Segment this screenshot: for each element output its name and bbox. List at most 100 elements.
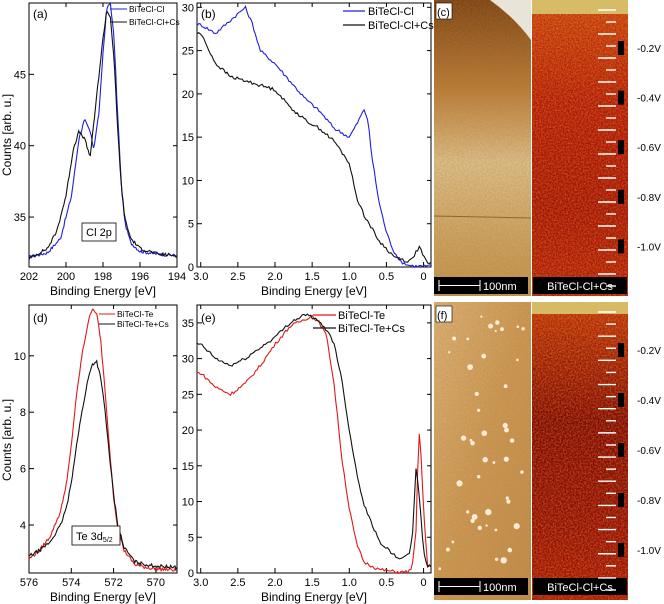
- bias-label: -1.0V: [637, 242, 661, 253]
- legend-d-entry-2: BiTeCl-Te+Cs: [117, 319, 169, 329]
- panel-d-legend: BiTeCl-Te BiTeCl-Te+Cs: [99, 309, 169, 329]
- panel-a-lines: [28, 2, 178, 260]
- cluster-dot: [492, 461, 496, 464]
- panel-c-scalebar-box: [434, 277, 528, 294]
- panel-c-bias-scale: -0.2V -0.4V -0.6V -0.8V -1.0V: [598, 9, 661, 287]
- panel-a-xtick-label: 196: [131, 271, 149, 283]
- panel-f-label-box: [435, 305, 453, 323]
- cluster-dot: [500, 557, 507, 564]
- panel-b-xtick-label: 3.0: [193, 271, 208, 283]
- panel-e-ytick-label: 10: [182, 497, 194, 509]
- cluster-dot: [477, 408, 481, 412]
- panel-b-ytick-label: 25: [182, 46, 194, 58]
- panel-a-ytick-label: 35: [14, 212, 26, 224]
- panel-e-ytick-label: 5: [188, 532, 194, 544]
- panel-a-ylabel: Counts [arb. u.]: [0, 94, 14, 176]
- panel-f-bias-scale: -0.2V -0.4V -0.6V -0.8V -1.0V: [598, 311, 661, 591]
- bias-marker: [618, 393, 624, 407]
- cluster-dot: [485, 508, 492, 516]
- cluster-dot: [451, 540, 455, 544]
- panel-b-ticks: 3.0 2.5 2.0 1.5 1.0 0.5 0 0 5 10 15 20 25 30: [182, 2, 431, 283]
- cluster-dot: [452, 336, 457, 341]
- panel-e-ytick-label: 30: [182, 354, 194, 366]
- panel-d-annotation-box: [71, 525, 121, 546]
- cluster-dot: [470, 440, 475, 446]
- cluster-dot: [494, 528, 498, 532]
- panel-d-ylabel: Counts [arb. u.]: [0, 399, 14, 481]
- panel-d-xtick-label: 570: [147, 577, 165, 589]
- bias-marker: [618, 189, 624, 204]
- bias-marker: [618, 90, 624, 105]
- bias-marker: [618, 140, 624, 155]
- panel-e-xtick-label: 3.0: [193, 577, 208, 589]
- panel-b-xtick-label: 0: [421, 271, 427, 283]
- legend-a-entry-2: BiTeCl-Cl+Cs: [129, 17, 180, 27]
- panel-f-texture: [434, 302, 531, 600]
- bias-label: -0.8V: [637, 496, 661, 507]
- bias-marker: [618, 443, 624, 457]
- panel-d-xtick-label: 574: [62, 577, 80, 589]
- panel-d-lines: [28, 308, 178, 573]
- cluster-dot: [503, 384, 508, 389]
- panel-a-label: (a): [33, 7, 48, 21]
- panel-c-texture: [434, 0, 531, 296]
- panel-a-annotation: Cl 2p: [86, 227, 112, 239]
- cluster-dot: [506, 499, 511, 504]
- series-a-2: [28, 10, 178, 260]
- series-d-2: [28, 359, 178, 571]
- cluster-dot: [481, 353, 487, 359]
- panel-d-xlabel: Binding Energy [eV]: [50, 590, 156, 604]
- panel-c-label-box: [435, 2, 453, 20]
- bias-label: -0.2V: [637, 44, 661, 55]
- cluster-dot: [460, 435, 467, 441]
- cluster-dot: [488, 323, 494, 329]
- panel-a-annotation-box: [81, 222, 117, 242]
- panel-e-xtick-label: 2.0: [267, 577, 282, 589]
- panel-b-ytick-label: 0: [188, 262, 194, 274]
- bias-marker: [618, 239, 624, 254]
- series-e-1: [196, 314, 432, 575]
- panel-f-map-top: [532, 302, 628, 314]
- panel-f-scalebar-label: 100nm: [483, 582, 517, 594]
- panel-f-clusters: [438, 315, 525, 571]
- cluster-dot: [448, 351, 451, 354]
- cluster-dot: [477, 525, 482, 531]
- panel-a-xtick-label: 200: [57, 271, 75, 283]
- panel-d-label: (d): [33, 311, 48, 325]
- panel-f: (f) 100nm BiTeCl-Cl+Cs -0.2V-0.4V-0.6V-0…: [434, 302, 661, 600]
- panel-c-label: (c): [437, 7, 450, 19]
- panel-f-label: (f): [437, 310, 447, 322]
- panel-e-ytick-label: 35: [182, 318, 194, 330]
- panel-b-xtick-label: 0.5: [379, 271, 394, 283]
- panel-a-ytick-label: 45: [14, 69, 26, 81]
- panel-b-ytick-label: 5: [188, 219, 194, 231]
- cluster-dot: [480, 315, 483, 318]
- cluster-dot: [513, 523, 520, 530]
- legend-d-entry-1: BiTeCl-Te: [117, 309, 154, 319]
- cluster-dot: [466, 510, 470, 514]
- panel-e-ytick-label: 0: [188, 568, 194, 580]
- panel-b-xlabel: Binding Energy [eV]: [261, 284, 367, 298]
- panel-d: 576 574 572 570 4 6 8 10 (d) BiTeCl-Te BiTeCl-T…: [0, 304, 178, 604]
- panel-d-ytick-label: 10: [14, 351, 26, 363]
- panel-c-scalebar-label: 100nm: [483, 281, 517, 293]
- cluster-dot: [507, 547, 513, 553]
- panel-d-ytick-label: 6: [20, 464, 26, 476]
- panel-f-map-shadow: [532, 302, 628, 600]
- panel-e-xtick-label: 0.5: [379, 577, 394, 589]
- cluster-dot: [503, 456, 509, 462]
- panel-d-frame: [28, 304, 178, 574]
- panel-a-legend: BiTeCl-Cl BiTeCl-Cl+Cs: [110, 4, 180, 27]
- series-d-1: [28, 308, 178, 573]
- panel-b-xtick-label: 2.0: [267, 271, 282, 283]
- panel-b-xtick-label: 1.0: [342, 271, 357, 283]
- cluster-dot: [509, 438, 515, 443]
- panel-e-xtick-label: 2.5: [230, 577, 245, 589]
- panel-c-caption-box: [533, 277, 627, 294]
- cluster-dot: [482, 457, 488, 463]
- panel-e-legend: BiTeCl-Te BiTeCl-Te+Cs: [313, 310, 405, 335]
- panel-e-ytick-label: 25: [182, 389, 194, 401]
- bias-label: -0.2V: [637, 346, 661, 357]
- bias-label: -0.4V: [637, 94, 661, 105]
